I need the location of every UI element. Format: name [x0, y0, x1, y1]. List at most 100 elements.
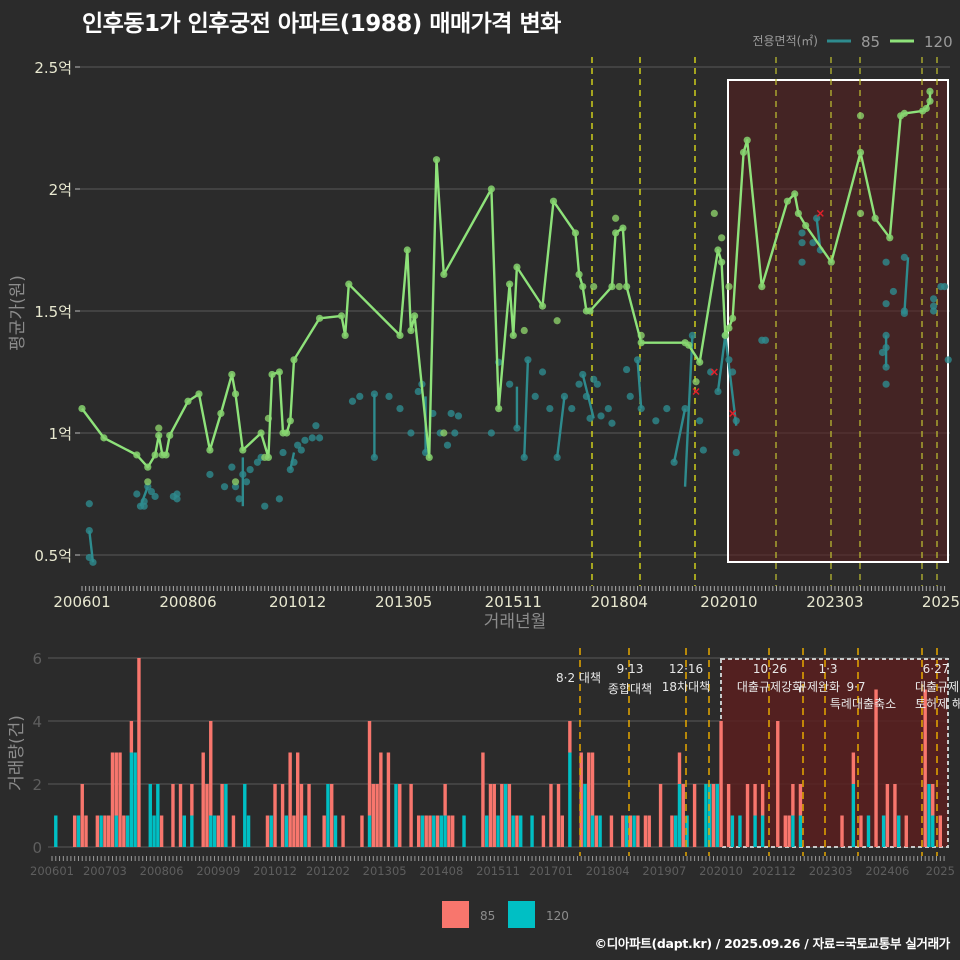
- bottom-y-axis-label: 거래량(건): [7, 715, 27, 791]
- point-120: [495, 405, 503, 413]
- top-axes: 0.5억 1억 1.5억 2억 2.5억 200601 200806 201012 201305…: [34, 59, 960, 611]
- bar-85: [798, 784, 803, 816]
- point-85: [637, 405, 645, 413]
- bar-120: [715, 784, 719, 847]
- bar-85: [500, 784, 504, 847]
- point-120-extra: [612, 214, 620, 222]
- point-120: [696, 358, 704, 366]
- bar-85: [296, 752, 300, 847]
- bar-85: [556, 784, 561, 847]
- bar-85: [171, 784, 175, 847]
- point-85: [696, 417, 704, 425]
- bar-85: [931, 784, 935, 816]
- bottom-axes: 0 2 4 6 200601 200703 200806 200909 201012 201202…: [30, 650, 955, 878]
- point-85: [882, 300, 890, 308]
- bar-120: [927, 784, 931, 847]
- point-120: [622, 283, 631, 291]
- bar-85: [481, 752, 485, 847]
- point-85: [604, 405, 612, 413]
- point-120: [206, 446, 214, 454]
- point-85: [454, 412, 463, 420]
- point-120: [579, 283, 587, 291]
- bar-85: [84, 815, 88, 847]
- point-85: [85, 500, 93, 508]
- point-120: [341, 331, 349, 339]
- top-policy-lines: [591, 57, 938, 586]
- point-120: [802, 222, 810, 230]
- legend-label-120: 120: [924, 33, 953, 51]
- bar-85: [398, 784, 402, 847]
- bar-85: [923, 689, 927, 847]
- bar-120: [704, 784, 708, 847]
- point-85: [586, 414, 594, 422]
- bar-85: [647, 815, 651, 847]
- bar-85: [371, 784, 375, 847]
- bar-120: [148, 784, 152, 847]
- bar-120: [503, 784, 508, 847]
- point-120-extra: [615, 283, 623, 291]
- point-120-extra: [440, 429, 448, 437]
- point-85: [220, 483, 229, 491]
- bar-120: [851, 784, 856, 847]
- point-120: [264, 453, 273, 461]
- top-y-tick-label: 2억: [49, 181, 72, 199]
- point-120-extra: [725, 283, 733, 291]
- bar-85: [443, 784, 447, 816]
- point-120: [425, 453, 433, 461]
- bar-120: [333, 815, 338, 847]
- point-120: [509, 331, 517, 339]
- point-85: [930, 295, 938, 303]
- point-85: [506, 380, 514, 388]
- bar-85: [280, 784, 285, 847]
- bar-120: [798, 815, 803, 847]
- policy-annotation: 종합대책: [608, 681, 652, 696]
- bottom-x-tick-label: 202406: [865, 864, 909, 878]
- point-85: [524, 356, 532, 364]
- top-x-tick-label: 201804: [591, 593, 648, 611]
- point-120: [337, 312, 346, 320]
- point-120-extra: [856, 112, 865, 120]
- cancelled-mark: [729, 409, 737, 418]
- bar-85: [107, 815, 111, 847]
- point-85: [681, 405, 689, 413]
- point-85: [447, 409, 455, 418]
- bottom-x-tick-label: 201907: [642, 864, 686, 878]
- bar-120: [530, 815, 534, 847]
- point-120-extra: [590, 283, 598, 291]
- bar-120: [394, 784, 398, 847]
- bar-120: [866, 815, 871, 847]
- bottom-x-tick-label: 200601: [30, 864, 74, 878]
- bar-120: [133, 752, 137, 847]
- line-85-segment: [672, 408, 687, 463]
- bar-120: [209, 815, 213, 847]
- bar-85: [428, 815, 432, 847]
- point-120: [345, 280, 353, 288]
- cancelled-mark: [816, 209, 824, 217]
- bar-85: [288, 752, 292, 847]
- top-x-tick-label: 200806: [159, 593, 216, 611]
- legend-swatch-bar-120: [508, 901, 535, 928]
- bottom-x-tick-label: 201701: [529, 864, 573, 878]
- point-85: [560, 392, 569, 400]
- point-120: [217, 409, 225, 418]
- bar-120: [246, 815, 251, 847]
- bar-120: [367, 815, 372, 847]
- point-120-extra: [144, 478, 152, 486]
- bottom-x-tick-label: 201804: [586, 864, 630, 878]
- top-x-tick-label: 201305: [375, 593, 432, 611]
- bar-120: [443, 815, 447, 847]
- bar-120: [243, 784, 247, 847]
- point-85: [301, 436, 309, 444]
- bar-85: [379, 752, 383, 847]
- point-120: [78, 405, 86, 413]
- point-120: [195, 390, 203, 398]
- bar-85: [760, 784, 765, 816]
- policy-annotation: 8·2 대책: [556, 670, 601, 685]
- point-120: [743, 136, 751, 144]
- bottom-highlight-box: [720, 658, 949, 848]
- bar-85: [590, 752, 595, 816]
- bar-120: [485, 815, 489, 847]
- bottom-y-tick-label: 4: [32, 713, 42, 731]
- bar-120: [129, 752, 134, 847]
- point-85: [246, 466, 254, 474]
